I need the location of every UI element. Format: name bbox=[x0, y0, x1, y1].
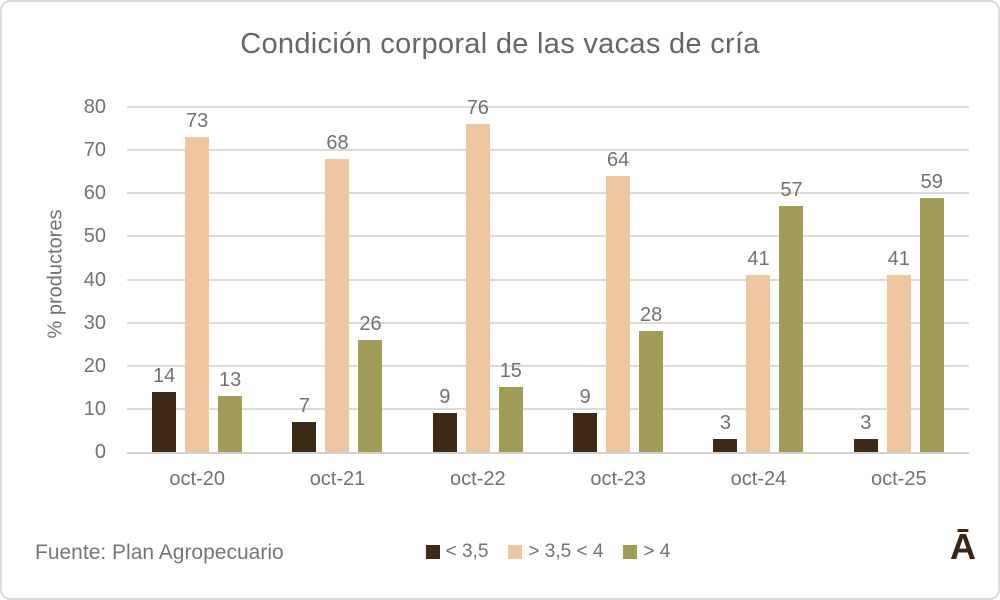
bar: 9 bbox=[573, 386, 598, 452]
y-tick-label: 60 bbox=[83, 182, 106, 205]
bar-value-label: 68 bbox=[326, 131, 349, 154]
chart-title: Condición corporal de las vacas de cría bbox=[240, 28, 760, 60]
gridline bbox=[127, 149, 969, 152]
plot-area: 14 73 13 7 68 26 9 76 15 9 64 28 3 41 57 3 41 59 bbox=[127, 97, 969, 454]
bar-group-oct-24: 3 41 57 bbox=[688, 107, 828, 452]
bar-group-oct-21: 7 68 26 bbox=[267, 107, 407, 452]
bar: 64 bbox=[606, 149, 631, 452]
bar-group-oct-23: 9 64 28 bbox=[548, 107, 688, 452]
bar: 41 bbox=[746, 248, 771, 452]
y-tick-label: 40 bbox=[83, 268, 106, 291]
legend-item: > 3,5 < 4 bbox=[508, 541, 603, 563]
bar: 9 bbox=[432, 386, 457, 452]
bar-value-label: 73 bbox=[186, 110, 209, 133]
bar-value-label: 7 bbox=[298, 394, 311, 417]
gridline bbox=[127, 321, 969, 324]
y-tick-label: 30 bbox=[83, 311, 106, 334]
gridline bbox=[127, 278, 969, 281]
bar: 57 bbox=[779, 179, 804, 452]
brand-logo: Ā bbox=[950, 526, 976, 567]
bar-value-label: 26 bbox=[359, 312, 382, 335]
gridline bbox=[127, 106, 969, 108]
legend-swatch-icon bbox=[623, 545, 638, 559]
bar: 28 bbox=[639, 304, 664, 452]
bar-groups: 14 73 13 7 68 26 9 76 15 9 64 28 3 41 57 3 41 59 bbox=[127, 97, 969, 452]
y-tick-label: 0 bbox=[94, 441, 106, 463]
bar-value-label: 3 bbox=[860, 412, 872, 435]
bar: 3 bbox=[713, 412, 738, 452]
bar-value-label: 3 bbox=[719, 412, 732, 435]
legend: < 3,5 > 3,5 < 4 > 4 bbox=[127, 541, 969, 563]
bar: 7 bbox=[292, 395, 317, 452]
bar-value-label: 9 bbox=[439, 386, 451, 409]
legend-swatch-icon bbox=[425, 545, 440, 559]
bar-value-label: 41 bbox=[747, 248, 770, 271]
bar-value-label: 9 bbox=[579, 386, 591, 409]
gridline bbox=[127, 235, 969, 238]
bar: 14 bbox=[152, 365, 177, 452]
y-tick-label: 20 bbox=[83, 354, 106, 377]
legend-label: > 3,5 < 4 bbox=[528, 541, 604, 562]
y-tick-label: 50 bbox=[83, 225, 106, 248]
gridline bbox=[127, 192, 969, 195]
bar: 68 bbox=[325, 132, 350, 452]
legend-item: > 4 bbox=[623, 541, 670, 563]
source-note: Fuente: Plan Agropecuario bbox=[35, 541, 284, 564]
bar-value-label: 57 bbox=[780, 179, 803, 202]
bar-value-label: 15 bbox=[499, 360, 522, 383]
legend-item: < 3,5 bbox=[425, 541, 489, 563]
x-axis-labels: oct-20 oct-21 oct-22 oct-23 oct-24 oct-25 bbox=[127, 468, 969, 491]
x-tick-label: oct-22 bbox=[450, 468, 506, 490]
bar-value-label: 41 bbox=[887, 248, 910, 271]
y-axis-tick-labels: 0 10 20 30 40 50 60 70 80 bbox=[40, 96, 106, 463]
bar-value-label: 76 bbox=[466, 97, 489, 120]
x-tick-label: oct-23 bbox=[590, 468, 646, 490]
y-tick-label: 70 bbox=[83, 139, 106, 162]
legend-label: > 4 bbox=[643, 541, 671, 562]
bar: 76 bbox=[465, 97, 490, 452]
y-tick-label: 10 bbox=[83, 397, 106, 420]
x-tick-label: oct-20 bbox=[169, 468, 225, 490]
bar: 26 bbox=[358, 313, 383, 452]
x-tick-label: oct-25 bbox=[871, 468, 927, 490]
bar-group-oct-22: 9 76 15 bbox=[408, 97, 548, 452]
bar: 41 bbox=[886, 248, 911, 452]
bar: 13 bbox=[218, 369, 243, 452]
bar-value-label: 28 bbox=[640, 304, 663, 327]
gridline bbox=[127, 364, 969, 367]
legend-label: < 3,5 bbox=[445, 541, 489, 562]
x-tick-label: oct-21 bbox=[309, 468, 366, 490]
bar-group-oct-25: 3 41 59 bbox=[829, 107, 969, 452]
bar-group-oct-20: 14 73 13 bbox=[127, 107, 267, 452]
bar: 15 bbox=[498, 360, 523, 452]
bar: 3 bbox=[853, 412, 878, 452]
gridline bbox=[127, 407, 969, 410]
legend-swatch-icon bbox=[508, 545, 523, 559]
bar-value-label: 13 bbox=[219, 368, 242, 391]
bar-value-label: 14 bbox=[153, 364, 176, 387]
bar-value-label: 59 bbox=[920, 170, 943, 193]
x-tick-label: oct-24 bbox=[730, 468, 787, 490]
y-tick-label: 80 bbox=[83, 96, 106, 118]
bar: 73 bbox=[185, 110, 210, 452]
bar-value-label: 64 bbox=[607, 149, 630, 171]
bar: 59 bbox=[919, 171, 944, 452]
